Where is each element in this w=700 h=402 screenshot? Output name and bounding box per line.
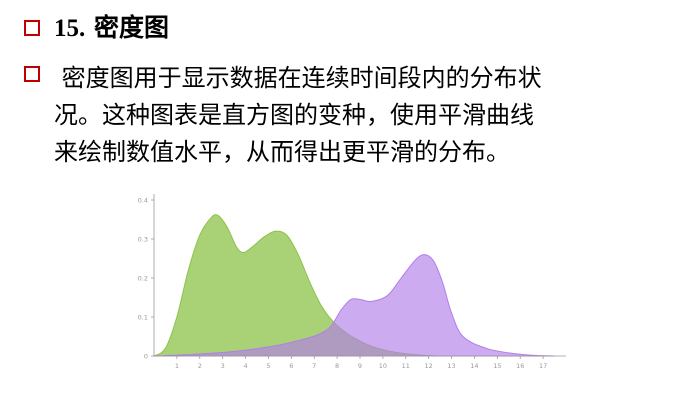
x-tick-label: 9 [358, 362, 362, 370]
description-line: 况。这种图表是直方图的变种，使用平滑曲线 [54, 101, 534, 129]
x-tick-label: 4 [243, 362, 247, 370]
bullet-square-icon [24, 20, 40, 36]
description-line: 密度图用于显示数据在连续时间段内的分布状 [54, 64, 542, 92]
x-tick-label: 16 [516, 362, 524, 370]
x-tick-label: 13 [447, 362, 455, 370]
y-tick-label: 0.2 [138, 275, 148, 283]
x-tick-label: 11 [402, 362, 410, 370]
x-tick-label: 17 [539, 362, 547, 370]
y-tick-label: 0.4 [138, 197, 148, 205]
bullet-square-icon [24, 66, 40, 82]
section-title: 密度图 [93, 13, 169, 42]
x-tick-label: 8 [335, 362, 339, 370]
description-line: 来绘制数值水平，从而得出更平滑的分布。 [54, 138, 510, 166]
y-tick-label: 0.1 [138, 314, 148, 322]
description-paragraph: 密度图用于显示数据在连续时间段内的分布状 况。这种图表是直方图的变种，使用平滑曲… [54, 60, 694, 171]
density-area-series-2 [153, 254, 555, 357]
x-tick-label: 3 [221, 362, 225, 370]
page-title: 15. 密度图 [54, 13, 169, 44]
x-tick-label: 7 [312, 362, 316, 370]
x-tick-label: 5 [266, 362, 270, 370]
density-chart: 0 0.1 0.2 0.3 0.4 1 2 3 4 5 6 7 8 9 10 11 12 13 14 15 16 17 [126, 182, 572, 380]
density-chart-svg: 00.10.20.30.41 2 3 4 5 6 7 8 9 10 11 12 13 14 15 16 17 [138, 194, 566, 370]
x-tick-label: 2 [198, 362, 202, 370]
x-tick-label: 6 [289, 362, 293, 370]
y-tick-label: 0 [144, 353, 148, 361]
x-tick-label: 10 [379, 362, 387, 370]
x-tick-label: 15 [493, 362, 501, 370]
section-number: 15. [54, 15, 86, 42]
y-tick-label: 0.3 [138, 236, 148, 244]
x-tick-label: 12 [425, 362, 433, 370]
x-tick-label: 1 [175, 362, 179, 370]
x-tick-label: 14 [470, 362, 478, 370]
